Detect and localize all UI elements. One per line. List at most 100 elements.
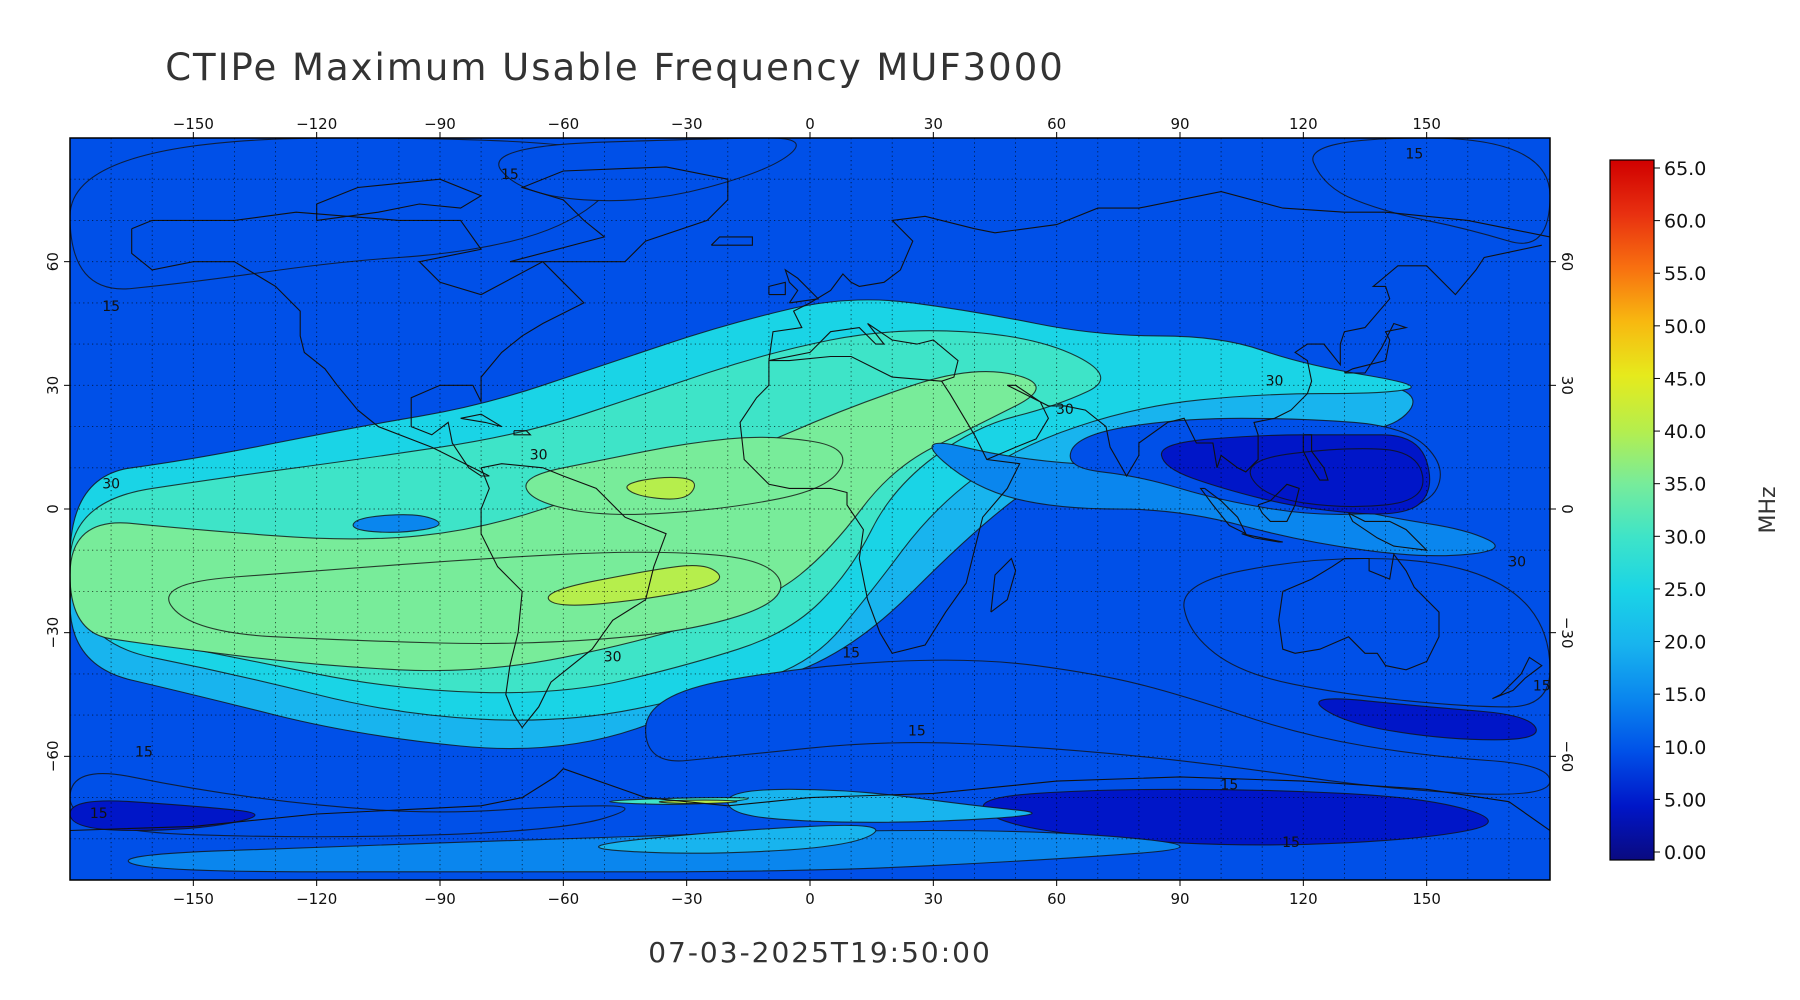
coastline xyxy=(131,211,585,477)
coastline xyxy=(509,166,729,263)
contour-label: 30 xyxy=(102,476,120,492)
colorbar-label: 50.0 xyxy=(1664,316,1706,338)
x-tick-label-bottom: 90 xyxy=(1170,890,1189,908)
muf-contour-region xyxy=(645,659,1550,795)
muf-contour-region xyxy=(598,824,877,854)
contour-label: 15 xyxy=(908,724,926,740)
grid-lines xyxy=(70,138,1550,880)
x-tick-label-bottom: −60 xyxy=(548,890,580,908)
x-tick-label-bottom: 60 xyxy=(1047,890,1066,908)
x-tick-label-top: −150 xyxy=(173,115,214,133)
contour-label: 30 xyxy=(604,650,622,666)
muf-contour-region xyxy=(1249,448,1424,508)
contour-labels: 15 30 15 15 15 30 30 15 15 30 30 30 15 15 15 15 xyxy=(90,147,1551,851)
contour-label: 15 xyxy=(1220,777,1238,793)
colorbar-gradient xyxy=(1609,159,1655,861)
contour-label: 30 xyxy=(530,448,548,464)
x-tick-label-bottom: 0 xyxy=(805,890,815,908)
x-tick-label-top: 150 xyxy=(1412,115,1441,133)
axis-ticks: −150 −150 −120 −120 −90 −90 −60 −60 −30 −30 0 0 30 30… xyxy=(44,115,1576,908)
x-tick-label-bottom: 150 xyxy=(1412,890,1441,908)
contour-label: 30 xyxy=(1508,555,1526,571)
coastline xyxy=(768,323,959,382)
coastline xyxy=(1257,483,1300,522)
colorbar-label: 40.0 xyxy=(1664,421,1706,443)
colorbar-label: 20.0 xyxy=(1664,632,1706,654)
colorbar-label: 0.00 xyxy=(1664,842,1706,864)
timestamp: 07-03-2025T19:50:00 xyxy=(648,936,992,969)
colorbar-label: 15.0 xyxy=(1664,684,1706,706)
muf-contour-region xyxy=(1318,698,1537,741)
coastline xyxy=(986,244,1542,478)
x-tick-label-top: 90 xyxy=(1170,115,1189,133)
y-tick-label-right: −60 xyxy=(1558,741,1576,773)
muf-contour-region xyxy=(525,436,844,516)
muf-contour-region xyxy=(352,514,440,533)
y-tick-label-right: 60 xyxy=(1558,252,1576,271)
y-tick-label-left: 30 xyxy=(44,376,62,395)
x-tick-label-top: −120 xyxy=(296,115,337,133)
coastline xyxy=(768,191,1550,361)
colorbar-label: 30.0 xyxy=(1664,526,1706,548)
muf-contour-region xyxy=(626,476,696,500)
x-tick-label-top: −30 xyxy=(671,115,703,133)
contour-label: 30 xyxy=(1056,402,1074,418)
x-tick-label-top: 0 xyxy=(805,115,815,133)
colorbar-unit: MHz xyxy=(1756,486,1781,533)
contour-label: 15 xyxy=(135,744,153,760)
muf-contour-region xyxy=(70,800,256,832)
coastline xyxy=(1492,656,1543,700)
coastline xyxy=(1199,487,1248,535)
y-tick-label-left: 0 xyxy=(44,504,62,514)
colorbar-label: 60.0 xyxy=(1664,211,1706,233)
x-tick-label-top: 120 xyxy=(1289,115,1318,133)
contour-label: 15 xyxy=(501,167,519,183)
y-tick-label-right: 0 xyxy=(1558,504,1576,514)
coastline xyxy=(710,236,753,246)
colorbar-label: 10.0 xyxy=(1664,737,1706,759)
chart-title: CTIPe Maximum Usable Frequency MUF3000 xyxy=(165,46,1065,89)
colorbar: 65.0 60.0 55.0 50.0 45.0 40.0 35.0 30.0 25.0 20.0… xyxy=(1609,158,1781,864)
x-tick-label-bottom: −150 xyxy=(173,890,214,908)
colorbar-label: 65.0 xyxy=(1664,158,1706,180)
x-tick-label-bottom: −90 xyxy=(424,890,456,908)
colorbar-label: 35.0 xyxy=(1664,474,1706,496)
y-tick-label-right: −30 xyxy=(1558,617,1576,649)
x-tick-label-top: −60 xyxy=(548,115,580,133)
muf-contour-region xyxy=(727,788,1033,823)
y-tick-label-left: −30 xyxy=(44,617,62,649)
muf-contour-region xyxy=(547,565,720,606)
y-tick-label-left: 60 xyxy=(44,252,62,271)
x-tick-label-top: 30 xyxy=(924,115,943,133)
coastline xyxy=(513,430,532,436)
x-tick-label-top: −90 xyxy=(424,115,456,133)
coastline xyxy=(990,557,1017,613)
contour-label: 15 xyxy=(1282,835,1300,851)
x-tick-label-bottom: 120 xyxy=(1289,890,1318,908)
x-tick-label-top: 60 xyxy=(1047,115,1066,133)
colorbar-label: 55.0 xyxy=(1664,263,1706,285)
colorbar-label: 5.00 xyxy=(1664,789,1706,811)
contour-label: 15 xyxy=(1405,147,1423,163)
colorbar-label: 45.0 xyxy=(1664,368,1706,390)
contour-label: 15 xyxy=(90,806,108,822)
contour-label: 15 xyxy=(1533,678,1551,694)
coastline xyxy=(768,281,786,296)
coastline xyxy=(480,463,667,729)
y-tick-label-right: 30 xyxy=(1558,376,1576,395)
x-tick-label-bottom: 30 xyxy=(924,890,943,908)
x-tick-label-bottom: −120 xyxy=(296,890,337,908)
lat-lon-grid xyxy=(70,138,1550,880)
coastline xyxy=(1241,533,1283,543)
coastline xyxy=(1278,552,1440,671)
contour-label: 15 xyxy=(842,645,860,661)
contour-label: 30 xyxy=(1266,373,1284,389)
contour-label: 15 xyxy=(102,299,120,315)
y-tick-label-left: −60 xyxy=(44,741,62,773)
coastline xyxy=(1348,512,1429,551)
coastline xyxy=(784,268,820,304)
muf-contour-region xyxy=(498,138,797,202)
coastline xyxy=(1302,434,1329,481)
x-tick-label-bottom: −30 xyxy=(671,890,703,908)
